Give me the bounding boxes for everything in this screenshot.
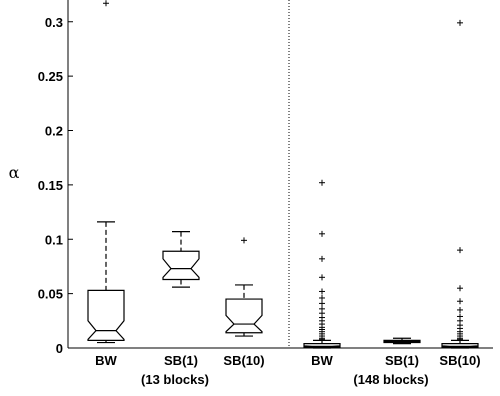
box	[87, 0, 125, 344]
outlier-point	[457, 285, 463, 292]
outlier-point	[319, 230, 325, 237]
outlier-point	[457, 306, 463, 313]
y-tick-label: 0.15	[38, 178, 63, 193]
category-label: BW	[311, 353, 333, 368]
outlier-point	[319, 179, 325, 186]
notched-box	[87, 289, 125, 341]
outlier-point	[319, 274, 325, 281]
box	[303, 179, 341, 349]
category-label: SB(10)	[223, 353, 264, 368]
y-tick-label: 0.25	[38, 69, 63, 84]
plot-axes	[67, 0, 493, 349]
outlier-point	[319, 336, 325, 343]
outlier-point	[457, 19, 463, 26]
outlier-point	[103, 0, 109, 7]
outlier-point	[319, 255, 325, 262]
box	[441, 19, 479, 349]
notched-box	[225, 298, 263, 334]
group-label: (13 blocks)	[141, 372, 209, 387]
y-tick-label: 0.05	[38, 287, 63, 302]
category-label: SB(1)	[164, 353, 198, 368]
notched-box	[162, 250, 200, 281]
outlier-point	[457, 247, 463, 254]
y-tick-label: 0.1	[45, 232, 63, 247]
category-labels: BW SB(1) SB(10) BW SB(1) SB(10) (13 blocks) (14…	[95, 353, 480, 387]
y-tick-label: 0.2	[45, 124, 63, 139]
outlier-point	[319, 300, 325, 307]
box-series	[87, 0, 479, 349]
y-axis-ticks: 0 0.05 0.1 0.15 0.2 0.25 0.3	[38, 15, 73, 356]
outlier-point	[457, 336, 463, 343]
outlier-point	[457, 298, 463, 305]
outlier-point	[319, 288, 325, 295]
box	[162, 231, 200, 288]
category-label: SB(1)	[385, 353, 419, 368]
group-label: (148 blocks)	[353, 372, 428, 387]
outlier-point	[241, 237, 247, 244]
y-axis-label: α	[9, 163, 20, 182]
y-tick-label: 0	[56, 341, 63, 356]
box	[383, 337, 421, 345]
y-tick-label: 0.3	[45, 15, 63, 30]
category-label: SB(10)	[439, 353, 480, 368]
outlier-point	[319, 294, 325, 301]
category-label: BW	[95, 353, 117, 368]
box	[225, 237, 263, 337]
